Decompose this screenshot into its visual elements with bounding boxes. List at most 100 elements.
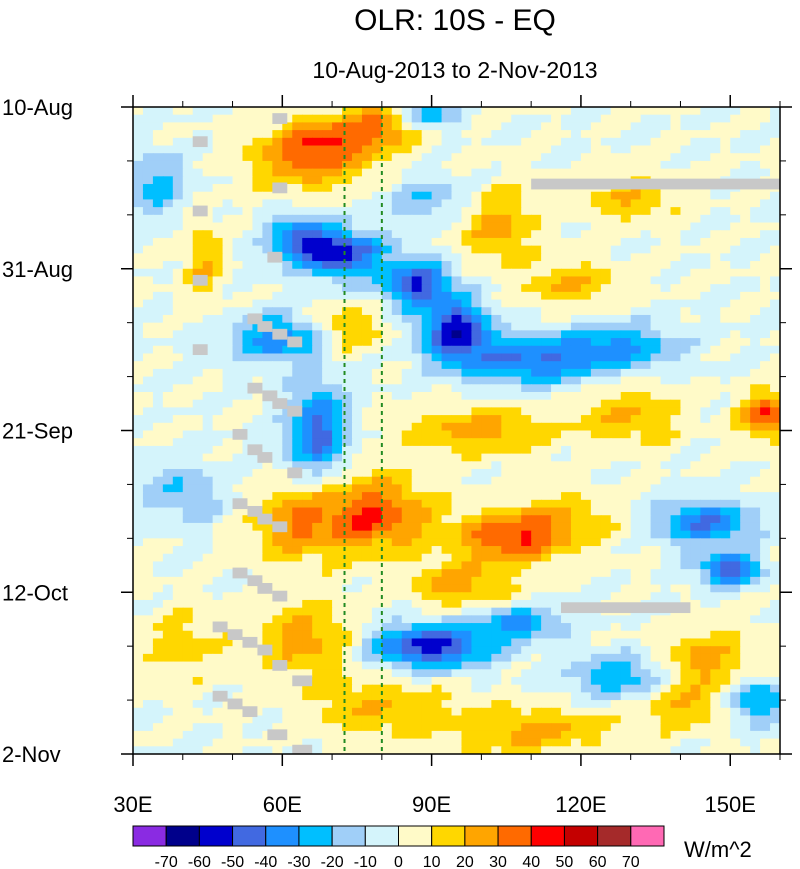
field-cell	[561, 553, 572, 563]
field-cell	[322, 137, 333, 147]
field-cell	[272, 538, 283, 547]
field-cell	[541, 199, 552, 208]
field-cell	[282, 261, 293, 270]
field-cell	[451, 576, 463, 586]
field-cell	[600, 615, 612, 624]
field-cell	[262, 607, 273, 616]
field-cell	[760, 268, 771, 278]
field-cell	[511, 438, 522, 447]
field-cell	[760, 638, 771, 647]
field-cell	[541, 368, 552, 378]
field-cell	[491, 391, 502, 401]
field-cell	[740, 461, 751, 470]
field-cell	[610, 461, 622, 470]
field-cell	[431, 237, 443, 247]
field-cell	[620, 222, 632, 231]
field-cell	[222, 599, 234, 609]
field-cell	[461, 145, 473, 154]
field-cell	[491, 184, 502, 193]
field-cell	[351, 145, 363, 154]
field-cell	[421, 546, 433, 555]
field-cell	[391, 422, 403, 432]
field-cell	[491, 538, 502, 547]
field-cell	[441, 684, 453, 693]
field-cell	[212, 107, 224, 116]
field-cell	[720, 676, 731, 686]
field-cell	[411, 307, 423, 316]
field-cell	[391, 623, 403, 632]
field-cell	[720, 630, 731, 640]
field-cell	[292, 438, 303, 447]
field-cell	[600, 214, 612, 224]
field-cell	[720, 237, 731, 247]
field-cell	[202, 368, 214, 378]
field-cell	[172, 122, 184, 131]
field-cell	[401, 492, 413, 501]
field-cell	[690, 576, 701, 586]
field-cell	[371, 145, 383, 154]
field-cell	[620, 653, 632, 663]
field-cell	[142, 384, 154, 393]
field-cell	[521, 538, 532, 547]
field-cell	[491, 207, 502, 216]
field-cell	[262, 546, 273, 555]
field-cell	[172, 553, 184, 563]
field-cell	[600, 199, 612, 208]
field-cell	[551, 430, 562, 439]
field-cell	[531, 515, 542, 524]
field-cell	[371, 230, 383, 239]
field-cell	[471, 191, 482, 201]
field-cell	[580, 284, 592, 293]
field-cell	[332, 291, 343, 301]
field-cell	[212, 653, 224, 663]
field-cell	[740, 114, 751, 123]
field-cell	[640, 453, 652, 462]
field-cell	[670, 546, 682, 555]
field-cell	[521, 214, 532, 224]
field-cell	[531, 453, 542, 462]
field-cell	[690, 137, 701, 147]
field-cell	[242, 199, 254, 208]
field-cell	[770, 291, 780, 301]
field-cell	[491, 484, 502, 493]
field-cell	[670, 214, 682, 224]
field-cell	[152, 368, 164, 378]
field-cell	[720, 330, 731, 339]
field-cell	[391, 130, 403, 139]
field-cell	[252, 184, 263, 193]
field-cell	[710, 291, 721, 301]
field-cell	[222, 623, 234, 632]
field-cell	[580, 230, 592, 239]
field-cell	[302, 630, 313, 640]
field-cell	[282, 438, 293, 447]
field-cell	[770, 284, 780, 293]
field-cell	[262, 638, 273, 647]
field-cell	[770, 430, 780, 439]
field-cell	[192, 476, 204, 486]
field-cell	[182, 615, 194, 624]
field-cell	[610, 546, 622, 555]
field-cell	[172, 330, 184, 339]
field-cell	[541, 153, 552, 162]
field-cell	[361, 184, 373, 193]
field-cell	[541, 330, 552, 339]
field-cell	[670, 469, 682, 478]
field-cell	[312, 122, 323, 131]
field-cell	[312, 107, 323, 116]
field-cell	[541, 299, 552, 308]
field-cell	[551, 515, 562, 524]
field-cell	[700, 530, 711, 539]
field-cell	[730, 422, 741, 432]
field-cell	[401, 530, 413, 539]
field-cell	[133, 615, 144, 624]
field-cell	[561, 314, 572, 324]
field-cell	[690, 376, 701, 385]
field-cell	[282, 661, 293, 670]
field-cell	[451, 268, 463, 278]
field-cell	[351, 646, 363, 655]
field-cell	[531, 684, 542, 693]
field-cell	[481, 522, 492, 532]
field-cell	[551, 191, 562, 201]
field-cell	[322, 546, 333, 555]
field-cell	[531, 399, 542, 408]
